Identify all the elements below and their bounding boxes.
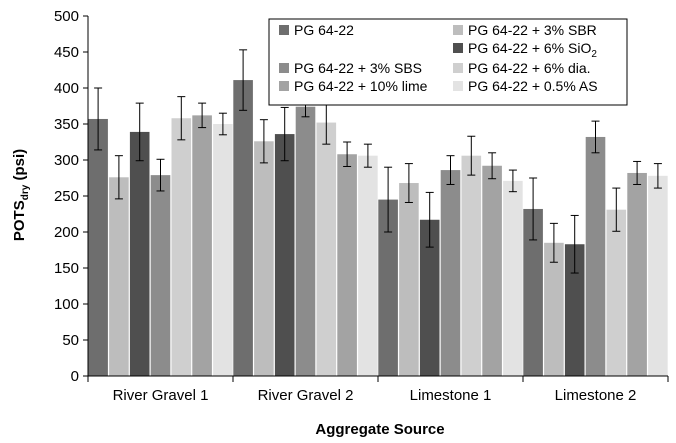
x-axis-title: Aggregate Source (315, 421, 444, 438)
bar-3-5 (627, 172, 647, 376)
bar-1-5 (337, 154, 357, 376)
bar-0-5 (192, 115, 212, 377)
bar-0-1 (109, 177, 129, 376)
legend-label-4: PG 64-22 + 6% dia. (468, 60, 591, 76)
legend-swatch-4 (453, 63, 463, 73)
legend-label-1: PG 64-22 + 3% SBR (468, 22, 597, 38)
bar-1-4 (316, 122, 337, 376)
x-tick-label-3: Limestone 2 (555, 387, 637, 404)
legend: PG 64-22 PG 64-22 + 3% SBR PG 64-22 + 6% S… (268, 18, 628, 106)
bars-layer (88, 80, 668, 377)
legend-swatch-5 (279, 81, 289, 91)
y-axis-title-unit: (psi) (11, 149, 28, 185)
legend-swatch-2 (453, 43, 463, 53)
bar-2-1 (399, 183, 419, 376)
legend-box (268, 18, 628, 106)
y-tick-label-50: 50 (62, 332, 79, 349)
y-tick-label-100: 100 (54, 296, 79, 313)
bar-3-2 (564, 244, 585, 376)
y-tick-label-200: 200 (54, 224, 79, 241)
y-tick-label-300: 300 (54, 152, 79, 169)
legend-swatch-6 (453, 81, 463, 91)
legend-label-3: PG 64-22 + 3% SBS (294, 60, 422, 76)
y-tick-label-150: 150 (54, 260, 79, 277)
y-tick-label-0: 0 (71, 368, 79, 385)
y-axis-title-main: POTS (11, 200, 28, 241)
y-tick-label-500: 500 (54, 8, 79, 25)
bar-0-3 (150, 175, 171, 376)
y-tick-label-400: 400 (54, 80, 79, 97)
bar-0-6 (213, 124, 233, 376)
bar-1-0 (233, 80, 253, 376)
bar-0-2 (129, 131, 150, 376)
legend-swatch-1 (453, 25, 463, 35)
error-bars-layer (94, 49, 662, 274)
bar-1-1 (254, 141, 274, 376)
bar-1-2 (274, 134, 295, 376)
x-tick-label-2: Limestone 1 (410, 387, 492, 404)
legend-label-2: PG 64-22 + 6% SiO2 (468, 40, 597, 60)
x-tick-label-1: River Gravel 2 (258, 387, 354, 404)
legend-label-6: PG 64-22 + 0.5% AS (468, 78, 598, 94)
bar-3-6 (648, 175, 668, 376)
legend-label-0: PG 64-22 (294, 22, 354, 38)
legend-swatch-3 (279, 63, 289, 73)
y-axis-title-subscript: dry (20, 184, 31, 200)
bar-1-6 (358, 155, 378, 376)
bar-3-4 (606, 209, 627, 376)
y-tick-label-350: 350 (54, 116, 79, 133)
bar-3-1 (544, 242, 564, 376)
bar-2-6 (503, 180, 523, 376)
bar-2-5 (482, 165, 502, 376)
bar-2-2 (419, 219, 440, 376)
bar-3-3 (585, 136, 606, 376)
y-axis-title: POTSdry (psi) (11, 149, 31, 241)
bar-2-3 (440, 170, 461, 376)
bar-1-3 (295, 106, 316, 376)
x-tick-label-0: River Gravel 1 (113, 387, 209, 404)
y-tick-label-250: 250 (54, 188, 79, 205)
legend-swatch-0 (279, 25, 289, 35)
bar-0-0 (88, 118, 108, 377)
axes-layer: 0 50 100 150 200 250 300 350 400 450 500 River Grav… (54, 8, 669, 404)
legend-label-5: PG 64-22 + 10% lime (294, 78, 428, 94)
y-tick-label-450: 450 (54, 44, 79, 61)
bar-0-4 (171, 118, 192, 377)
bar-2-4 (461, 155, 482, 376)
bar-2-0 (378, 199, 398, 376)
bar-3-0 (523, 208, 543, 376)
